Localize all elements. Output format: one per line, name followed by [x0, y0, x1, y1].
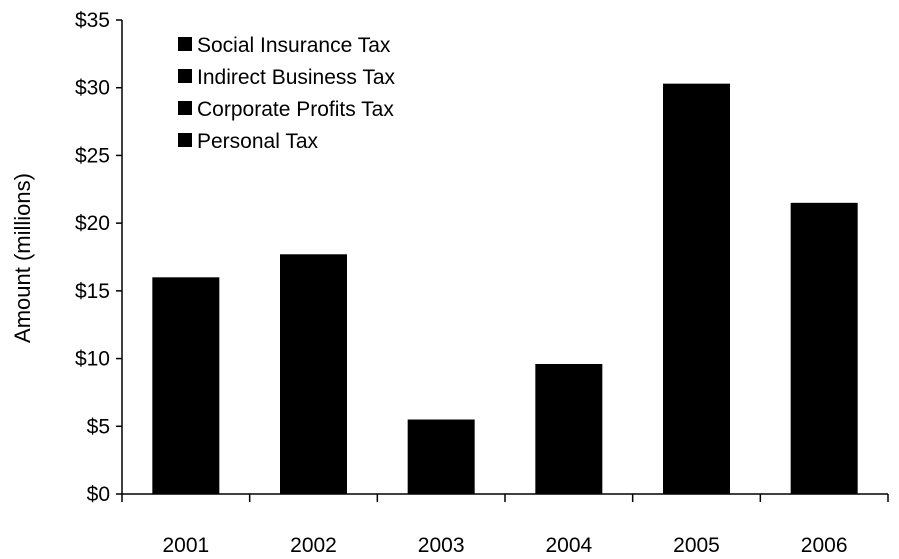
y-tick-label: $20 — [75, 212, 110, 235]
y-tick-label: $15 — [75, 280, 110, 303]
bar-2006 — [790, 202, 858, 495]
y-tick-label: $10 — [75, 348, 110, 371]
y-tick-label: $5 — [87, 415, 110, 438]
x-tick-label: 2002 — [290, 534, 337, 557]
bar-2004 — [535, 363, 603, 494]
y-tick-label: $35 — [75, 9, 110, 32]
y-tick-label: $0 — [87, 483, 110, 506]
legend-swatch — [178, 37, 192, 51]
x-tick-label: 2004 — [545, 534, 592, 557]
y-tick-label: $25 — [75, 144, 110, 167]
legend-swatch — [178, 101, 192, 115]
x-tick-label: 2003 — [418, 534, 465, 557]
y-axis-title: Amount (millions) — [10, 173, 35, 343]
bar-2005 — [663, 83, 730, 494]
legend-swatch — [178, 133, 192, 147]
legend: Social Insurance Tax Indirect Business Ta… — [178, 34, 396, 153]
legend-entry-label: Social Insurance Tax — [197, 34, 391, 57]
axes: $0 $5 $10 $15 $20 $25 $30 $35 2001 2002 2003 2004 20… — [75, 9, 889, 557]
bar-2003 — [407, 419, 475, 494]
x-tick-label: 2006 — [801, 534, 848, 557]
legend-entry-label: Personal Tax — [197, 130, 319, 153]
bar-2001 — [152, 277, 220, 494]
legend-swatch — [178, 69, 192, 83]
bar-2002 — [280, 254, 347, 494]
x-tick-label: 2001 — [162, 534, 209, 557]
bars — [152, 83, 858, 495]
legend-entry-label: Corporate Profits Tax — [197, 98, 394, 121]
y-tick-label: $30 — [75, 77, 110, 100]
x-tick-label: 2005 — [673, 534, 720, 557]
legend-entry-label: Indirect Business Tax — [197, 66, 396, 89]
